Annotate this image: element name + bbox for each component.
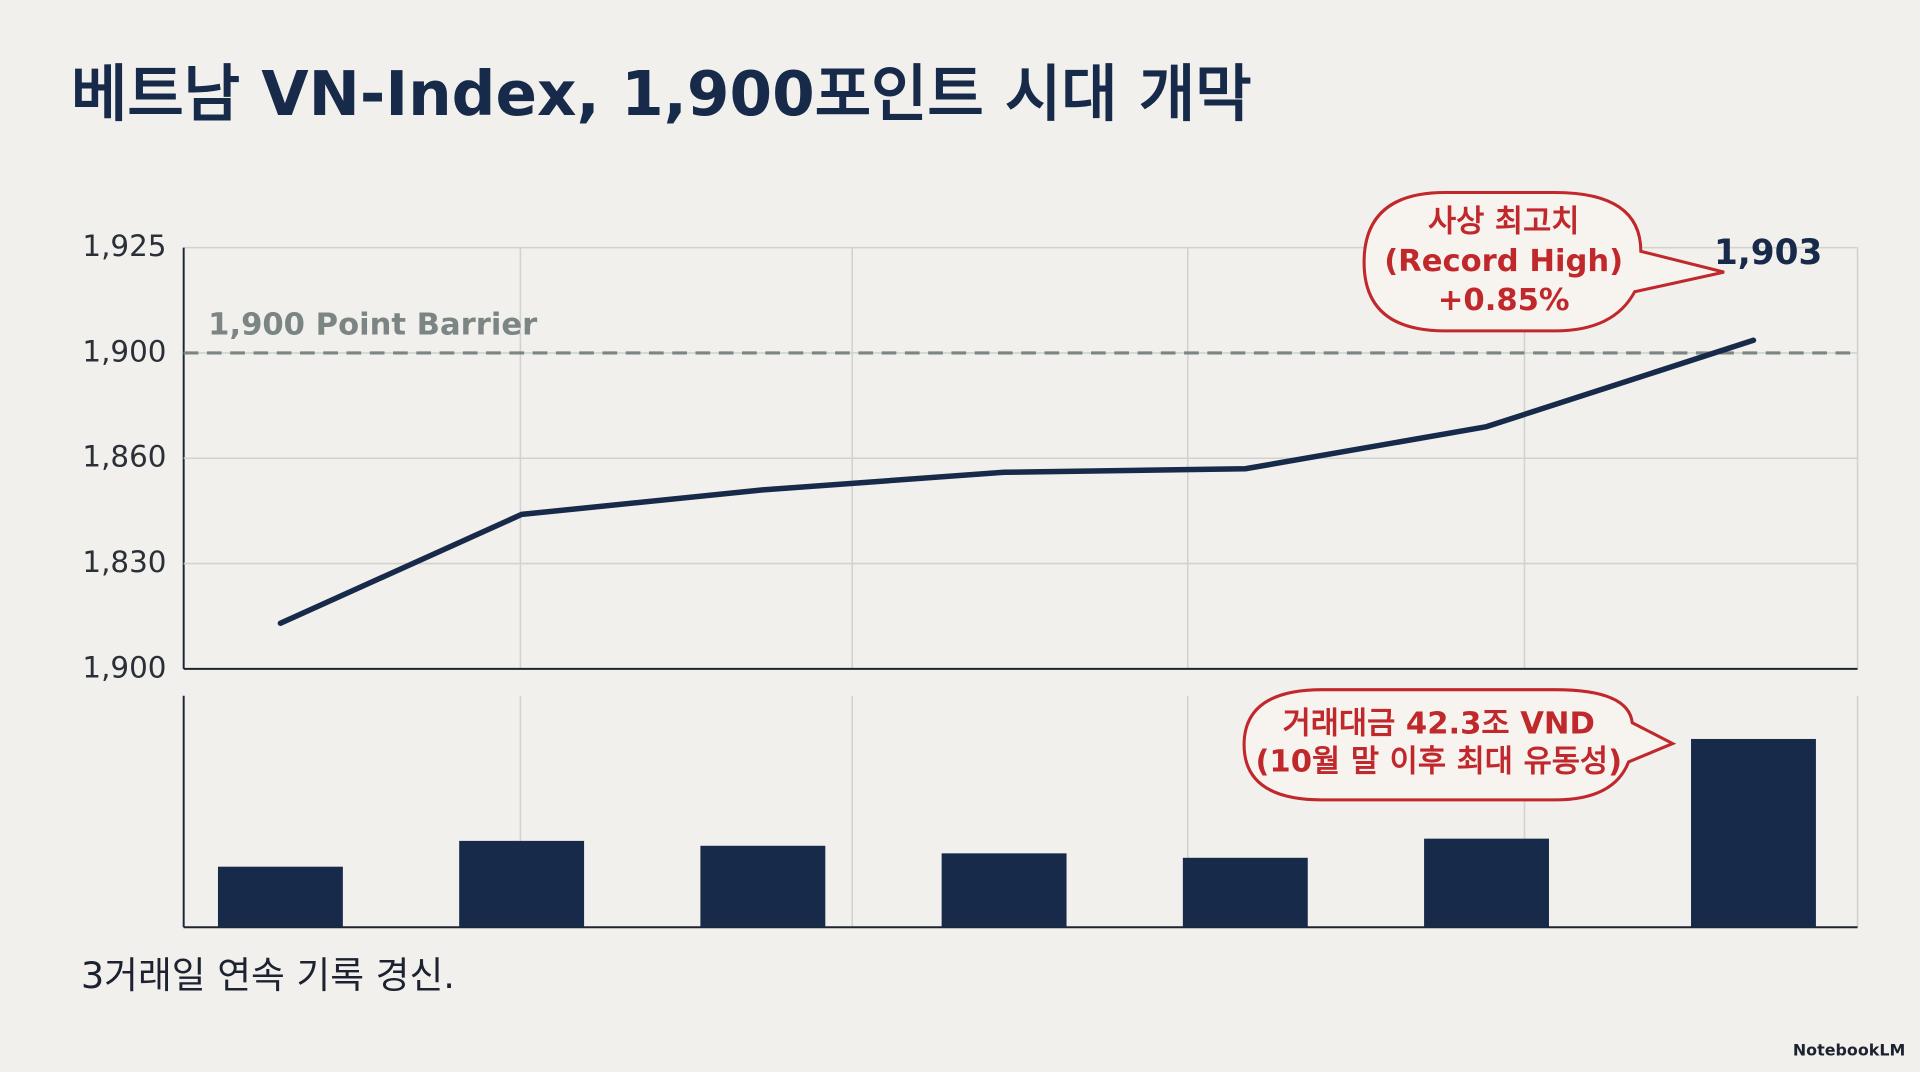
- annotation: (Record High): [1384, 244, 1623, 279]
- y-tick-label: 1,830: [82, 545, 166, 579]
- volume-bar: [217, 866, 343, 928]
- volume-bar: [1424, 838, 1549, 928]
- y-tick-label: 1,900: [82, 650, 166, 684]
- volume-bar: [459, 840, 585, 928]
- volume-bar: [1691, 738, 1816, 928]
- y-tick-label: 1,925: [82, 229, 166, 263]
- callout-shape: [1242, 688, 1677, 802]
- volume-bar: [1182, 857, 1308, 928]
- value-label: 1,903: [1714, 233, 1822, 273]
- callout-shape: [1362, 191, 1725, 333]
- volume-bar: [941, 853, 1067, 928]
- annotation: 사상 최고치: [1428, 205, 1579, 240]
- y-tick-label: 1,900: [82, 334, 166, 368]
- index-line: [277, 337, 1757, 626]
- watermark: NotebookLM: [1793, 1040, 1905, 1059]
- footnote: 3거래일 연속 기록 경신.: [81, 954, 455, 997]
- annotation: (10월 말 이후 최대 유동성): [1255, 745, 1622, 780]
- y-tick-label: 1,860: [82, 440, 166, 474]
- reference-label: 1,900 Point Barrier: [208, 308, 537, 343]
- volume-bar: [700, 845, 826, 928]
- annotation: 거래대금 42.3조 VND: [1283, 707, 1595, 742]
- annotation: +0.85%: [1438, 283, 1570, 318]
- title: 베트남 VN-Index, 1,900포인트 시대 개막: [71, 59, 1252, 130]
